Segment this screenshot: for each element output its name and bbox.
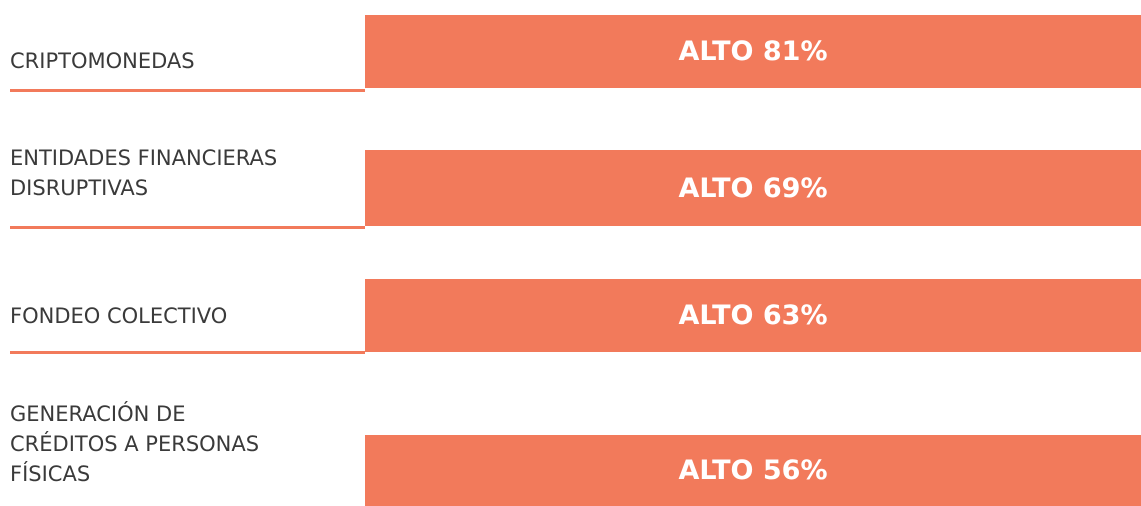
rating-bar: ALTO 56% [365, 435, 1141, 506]
underline [10, 89, 365, 92]
label-line: GENERACIÓN DE [10, 402, 186, 426]
label-line: ENTIDADES FINANCIERAS [10, 146, 278, 170]
row-label: ENTIDADES FINANCIERAS DISRUPTIVAS [10, 143, 277, 203]
underline [10, 226, 365, 229]
rating-bar: ALTO 81% [365, 15, 1141, 88]
label-line: DISRUPTIVAS [10, 176, 149, 200]
label-line: FONDEO COLECTIVO [10, 304, 228, 328]
rating-bar: ALTO 69% [365, 150, 1141, 226]
label-line: CRIPTOMONEDAS [10, 49, 195, 73]
label-line: FÍSICAS [10, 462, 91, 486]
row-label: FONDEO COLECTIVO [10, 301, 227, 331]
underline [10, 351, 365, 354]
row-label: GENERACIÓN DE CRÉDITOS A PERSONAS FÍSICAS [10, 399, 259, 489]
row-label: CRIPTOMONEDAS [10, 46, 195, 76]
label-line: CRÉDITOS A PERSONAS [10, 432, 260, 456]
rating-bar: ALTO 63% [365, 279, 1141, 352]
